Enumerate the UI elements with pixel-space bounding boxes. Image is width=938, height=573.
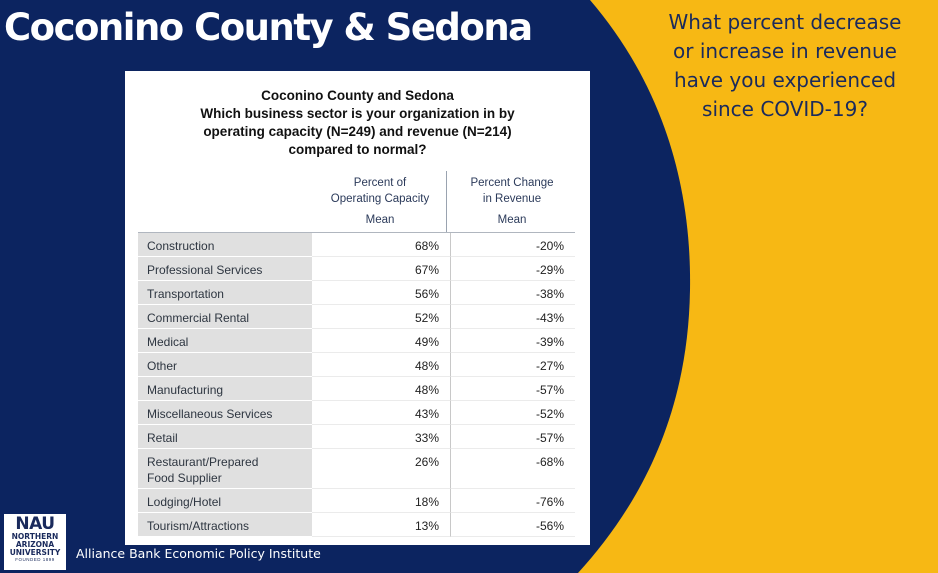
logo-line-arizona: ARIZONA (15, 540, 55, 549)
footer-text: Alliance Bank Economic Policy Institute (76, 546, 321, 561)
revenue-value: -76% (451, 489, 575, 513)
sector-label: Construction (138, 233, 312, 257)
results-table-panel: Coconino County and Sedona Which busines… (125, 71, 590, 545)
table-row: Other 48% -27% (138, 353, 575, 377)
revenue-column-header: Percent Change in Revenue (470, 177, 554, 205)
sector-label: Retail (138, 425, 312, 449)
sector-label: Tourism/Attractions (138, 513, 312, 537)
revenue-value: -56% (451, 513, 575, 537)
capacity-value: 18% (312, 489, 451, 513)
logo-line-university: UNIVERSITY (9, 548, 61, 557)
capacity-value: 26% (312, 449, 451, 489)
capacity-value: 68% (312, 233, 451, 257)
sector-label: Other (138, 353, 312, 377)
capacity-value: 43% (312, 401, 451, 425)
slide-title: Coconino County & Sedona (4, 6, 533, 49)
revenue-value: -29% (451, 257, 575, 281)
sector-label: Transportation (138, 281, 312, 305)
header-divider (446, 171, 447, 233)
capacity-value: 13% (312, 513, 451, 537)
capacity-column-header: Percent of Operating Capacity (330, 177, 430, 205)
table-body: Construction 68% -20% Professional Servi… (138, 233, 575, 537)
table-row: Lodging/Hotel 18% -76% (138, 489, 575, 513)
sector-label: Lodging/Hotel (138, 489, 312, 513)
header-rule (138, 232, 575, 233)
revenue-stat-label: Mean (497, 214, 527, 226)
logo-line-founded: FOUNDED 1899 (15, 557, 55, 562)
sector-label: Commercial Rental (138, 305, 312, 329)
logo-wordmark: NAU (15, 514, 55, 534)
table-row: Manufacturing 48% -57% (138, 377, 575, 401)
nau-logo: NAU NORTHERN ARIZONA UNIVERSITY FOUNDED … (4, 514, 66, 570)
revenue-value: -39% (451, 329, 575, 353)
revenue-value: -57% (451, 425, 575, 449)
revenue-value: -38% (451, 281, 575, 305)
sector-label: Miscellaneous Services (138, 401, 312, 425)
question-text: What percent decrease or increase in rev… (668, 10, 902, 121)
table-row: Retail 33% -57% (138, 425, 575, 449)
table-row: Professional Services 67% -29% (138, 257, 575, 281)
table-row: Construction 68% -20% (138, 233, 575, 257)
capacity-stat-label: Mean (365, 214, 395, 226)
table-row: Restaurant/Prepared Food Supplier 26% -6… (138, 449, 575, 489)
sector-label: Medical (138, 329, 312, 353)
capacity-value: 48% (312, 377, 451, 401)
revenue-value: -27% (451, 353, 575, 377)
revenue-value: -57% (451, 377, 575, 401)
table-row: Transportation 56% -38% (138, 281, 575, 305)
table-row: Miscellaneous Services 43% -52% (138, 401, 575, 425)
table-title: Coconino County and Sedona Which busines… (200, 88, 515, 157)
table-row: Commercial Rental 52% -43% (138, 305, 575, 329)
capacity-value: 33% (312, 425, 451, 449)
revenue-value: -20% (451, 233, 575, 257)
capacity-value: 49% (312, 329, 451, 353)
revenue-value: -68% (451, 449, 575, 489)
capacity-value: 67% (312, 257, 451, 281)
revenue-value: -43% (451, 305, 575, 329)
capacity-value: 48% (312, 353, 451, 377)
sector-label: Professional Services (138, 257, 312, 281)
table-row: Medical 49% -39% (138, 329, 575, 353)
sector-label: Restaurant/Prepared Food Supplier (138, 449, 312, 489)
logo-line-northern: NORTHERN (11, 532, 59, 541)
capacity-value: 56% (312, 281, 451, 305)
capacity-value: 52% (312, 305, 451, 329)
table-row: Tourism/Attractions 13% -56% (138, 513, 575, 537)
sector-label: Manufacturing (138, 377, 312, 401)
revenue-value: -52% (451, 401, 575, 425)
